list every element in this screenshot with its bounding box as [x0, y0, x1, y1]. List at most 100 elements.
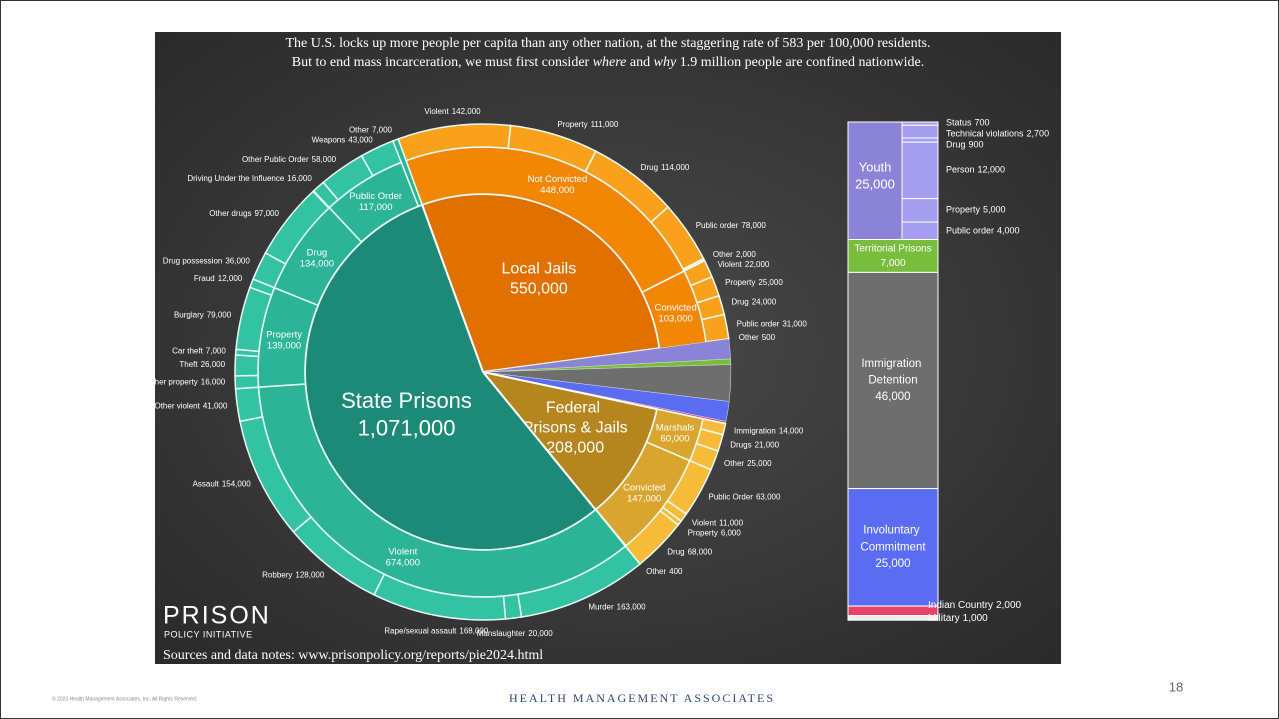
bar-name: Military	[928, 612, 960, 623]
offense-label: Other Public Order 58,000	[242, 155, 337, 164]
offense-label: Property 25,000	[725, 278, 783, 287]
offense-value: 7,000	[372, 126, 393, 135]
offense-value: 5,000	[983, 205, 1006, 215]
offense-value: 163,000	[617, 603, 646, 612]
offense-name: Other	[739, 333, 759, 342]
offense-value: 20,000	[528, 629, 553, 638]
subtitle-part: 1.9 million people are confined nationwi…	[676, 55, 924, 70]
bar-name: Immigration	[861, 358, 924, 370]
offense-name: Drugs	[730, 441, 751, 450]
offense-name: Fraud	[194, 274, 215, 283]
offense-name: Drug	[731, 297, 748, 306]
bar-name: Involuntary	[863, 525, 922, 537]
bar-segment	[847, 488, 939, 607]
group-label: Not Convicted 448,000	[528, 174, 588, 196]
bar-offense-label: Public order 4,000	[946, 226, 1020, 236]
offense-value: 16,000	[287, 174, 312, 183]
group-label-line: 147,000	[627, 493, 661, 504]
offense-label: Other 2,000	[713, 250, 757, 259]
offense-name: Drug possession	[163, 257, 223, 266]
bar-offense-label: Status 700	[946, 118, 990, 128]
bar-label-line: 25,000	[855, 177, 895, 192]
offense-label: Violent 11,000	[692, 519, 744, 528]
offense-sector	[234, 374, 260, 390]
bar-label-line: Youth	[859, 160, 892, 175]
offense-name: Public order	[737, 320, 780, 329]
bar-name: Detention	[868, 375, 917, 387]
offense-name: Property	[725, 278, 755, 287]
bar-offense-label: Person 12,000	[946, 165, 1005, 175]
offense-label: Driving Under the Influence 16,000	[187, 174, 312, 183]
group-label: Property 139,000	[266, 329, 302, 351]
offense-value: 97,000	[254, 209, 279, 218]
offense-value: 400	[669, 567, 683, 576]
bar-segment	[847, 605, 939, 616]
offense-label: Public order 31,000	[737, 320, 808, 329]
chart-subtitle: But to end mass incarceration, we must f…	[292, 55, 924, 70]
offense-name: Robbery	[262, 571, 292, 580]
offense-value: 14,000	[779, 427, 804, 436]
group-label: Convicted 103,000	[654, 302, 696, 324]
bar-subsegment	[901, 137, 939, 143]
offense-value: 79,000	[207, 311, 232, 320]
offense-value: 26,000	[201, 360, 226, 369]
offense-label: Rape/sexual assault 168,000	[384, 627, 489, 636]
offense-label: Drug possession 36,000	[163, 257, 251, 266]
subtitle-part: where	[593, 55, 627, 70]
bar-name: Indian Country	[928, 599, 993, 610]
offense-label: Robbery 128,000	[262, 571, 325, 580]
group-label-line: 448,000	[540, 185, 574, 196]
offense-value: 12,000	[978, 165, 1006, 175]
offense-name: Manslaughter	[477, 629, 526, 638]
offense-sector	[502, 593, 523, 620]
bar-segment	[847, 239, 939, 273]
offense-name: Drug	[667, 548, 684, 557]
offense-value: 6,000	[721, 529, 742, 538]
offense-label: Other property 16,000	[146, 378, 226, 387]
bar-segment	[847, 271, 939, 490]
page-number: 18	[1169, 679, 1183, 694]
group-label-line: Marshals	[656, 422, 695, 433]
offense-label: Other 400	[646, 567, 683, 576]
offense-value: 700	[975, 118, 990, 128]
group-label-line: 117,000	[359, 201, 393, 212]
group-label-line: Not Convicted	[528, 174, 588, 185]
offense-name: Other	[646, 567, 666, 576]
offense-value: 63,000	[756, 492, 781, 501]
bar-label: Youth 25,000	[855, 160, 895, 192]
offense-label: Drug 68,000	[667, 548, 712, 557]
offense-label: Property 111,000	[557, 120, 619, 129]
bar-subsegment	[901, 198, 939, 223]
group-label: Drug 134,000	[300, 247, 334, 269]
offense-label: Other 25,000	[724, 459, 772, 468]
group-label: Convicted 147,000	[623, 482, 665, 504]
offense-name: Public order	[946, 226, 994, 236]
offense-sector	[700, 313, 730, 343]
offense-value: 78,000	[741, 221, 766, 230]
offense-name: Person	[946, 165, 975, 175]
bar-value: 1,000	[963, 612, 988, 623]
offense-label: Weapons 43,000	[312, 136, 374, 145]
bar-name: Territorial Prisons	[854, 243, 931, 254]
offense-label: Other 7,000	[349, 126, 393, 135]
bar-small-label: Military 1,000	[928, 612, 988, 623]
offense-value: 2,000	[736, 250, 757, 259]
system-label: State Prisons 1,071,000	[341, 388, 472, 441]
offense-name: Murder	[588, 603, 614, 612]
offense-label: Public Order 63,000	[708, 492, 780, 501]
offense-label: Violent 22,000	[718, 260, 770, 269]
offense-name: Property	[557, 120, 587, 129]
offense-value: 12,000	[218, 274, 243, 283]
offense-label: Murder 163,000	[588, 603, 646, 612]
bar-subsegment	[901, 221, 939, 242]
offense-sector	[234, 386, 264, 423]
offense-value: 142,000	[452, 107, 481, 116]
offense-value: 500	[762, 333, 776, 342]
offense-value: 7,000	[206, 346, 227, 355]
offense-name: Other property	[146, 378, 198, 387]
group-label: Violent 674,000	[386, 546, 420, 568]
offense-name: Immigration	[734, 427, 776, 436]
offense-name: Public order	[696, 221, 739, 230]
logo-name: PRISON	[163, 602, 271, 630]
offense-label: Burglary 79,000	[174, 311, 232, 320]
